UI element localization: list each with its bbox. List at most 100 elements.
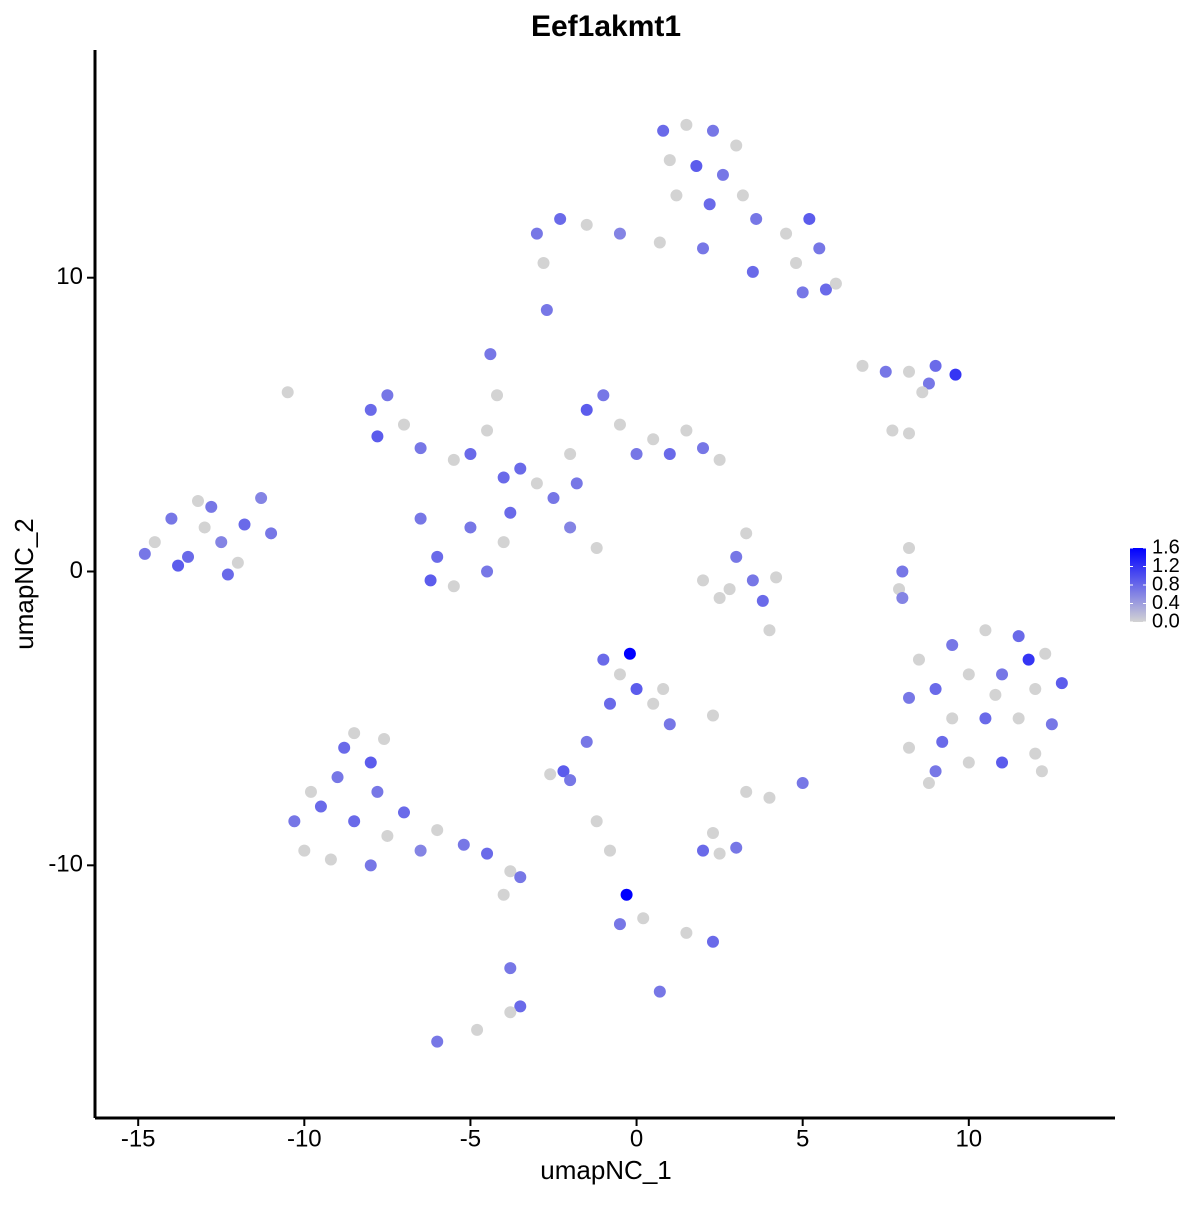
cell-point xyxy=(1035,765,1048,778)
cell-point xyxy=(1055,677,1068,690)
cell-point xyxy=(414,844,427,857)
x-tick-label: -10 xyxy=(287,1125,322,1152)
cell-point xyxy=(590,542,603,555)
cell-point xyxy=(497,888,510,901)
cell-point xyxy=(962,756,975,769)
cell-point xyxy=(580,403,593,416)
cell-point xyxy=(447,580,460,593)
cell-point xyxy=(996,756,1009,769)
cell-point xyxy=(348,815,361,828)
cell-point xyxy=(364,403,377,416)
cell-point xyxy=(198,521,211,534)
cell-point xyxy=(663,447,676,460)
cell-point xyxy=(706,124,719,137)
cell-point xyxy=(265,527,278,540)
cell-point xyxy=(564,521,577,534)
cell-point xyxy=(903,427,916,440)
cell-point xyxy=(554,212,567,225)
cell-point xyxy=(364,859,377,872)
cell-point xyxy=(697,242,710,255)
cell-point xyxy=(481,847,494,860)
x-tick-label: 0 xyxy=(630,1125,643,1152)
cell-point xyxy=(796,286,809,299)
cell-point xyxy=(657,124,670,137)
colorbar-tick-label: 1.2 xyxy=(1152,555,1180,577)
cell-point xyxy=(803,212,816,225)
cell-point xyxy=(205,500,218,513)
cell-point xyxy=(1039,647,1052,660)
cell-point xyxy=(324,853,337,866)
cell-point xyxy=(570,477,583,490)
cell-point xyxy=(255,492,268,505)
cell-point xyxy=(304,785,317,798)
cell-point xyxy=(540,304,553,317)
cell-point xyxy=(962,668,975,681)
cell-point xyxy=(1022,653,1035,666)
x-tick-label: -15 xyxy=(121,1125,156,1152)
cell-point xyxy=(740,527,753,540)
cell-point xyxy=(756,594,769,607)
cell-point xyxy=(780,227,793,240)
cell-point xyxy=(736,189,749,202)
cell-point xyxy=(457,838,470,851)
cell-point xyxy=(936,735,949,748)
cell-point xyxy=(580,218,593,231)
x-tick-label: 10 xyxy=(955,1125,982,1152)
cell-point xyxy=(397,806,410,819)
cell-point xyxy=(530,477,543,490)
cell-point xyxy=(623,647,636,660)
cell-point xyxy=(431,824,444,837)
cell-point xyxy=(903,542,916,555)
cell-point xyxy=(1012,630,1025,643)
cell-point xyxy=(544,768,557,781)
cell-point xyxy=(497,471,510,484)
cell-point xyxy=(979,712,992,725)
cell-point xyxy=(288,815,301,828)
cell-point xyxy=(484,348,497,361)
cell-point xyxy=(138,547,151,560)
cell-point xyxy=(371,430,384,443)
cell-point xyxy=(580,735,593,748)
cell-point xyxy=(471,1023,484,1036)
cell-point xyxy=(564,774,577,787)
cell-point xyxy=(424,574,437,587)
cell-point xyxy=(281,386,294,399)
cell-point xyxy=(497,536,510,549)
cell-point xyxy=(1029,747,1042,760)
cell-point xyxy=(949,368,962,381)
cell-point xyxy=(746,265,759,278)
cell-point xyxy=(680,424,693,437)
y-axis-label: umapNC_2 xyxy=(9,518,39,650)
cell-point xyxy=(996,668,1009,681)
cell-point xyxy=(916,386,929,399)
cell-point xyxy=(929,765,942,778)
cell-point xyxy=(564,447,577,460)
cell-point xyxy=(613,227,626,240)
cell-point xyxy=(514,1000,527,1013)
cell-point xyxy=(790,257,803,270)
x-tick-label: 5 xyxy=(796,1125,809,1152)
cell-point xyxy=(706,709,719,722)
cell-point xyxy=(912,653,925,666)
cell-point xyxy=(979,624,992,637)
cell-point xyxy=(557,765,570,778)
cell-point xyxy=(172,559,185,572)
cell-point xyxy=(314,800,327,813)
chart-title: Eef1akmt1 xyxy=(531,10,681,43)
cell-point xyxy=(922,777,935,790)
y-tick-label: 10 xyxy=(56,263,83,290)
cell-point xyxy=(657,683,670,696)
cell-point xyxy=(504,506,517,519)
cell-point xyxy=(713,591,726,604)
cell-point xyxy=(221,568,234,581)
cell-point xyxy=(620,888,633,901)
cell-point xyxy=(796,777,809,790)
cell-point xyxy=(663,718,676,731)
cell-point xyxy=(381,829,394,842)
cell-point xyxy=(238,518,251,531)
cell-point xyxy=(706,827,719,840)
cell-point xyxy=(331,771,344,784)
cell-point xyxy=(298,844,311,857)
cell-point xyxy=(690,160,703,173)
cell-point xyxy=(713,453,726,466)
